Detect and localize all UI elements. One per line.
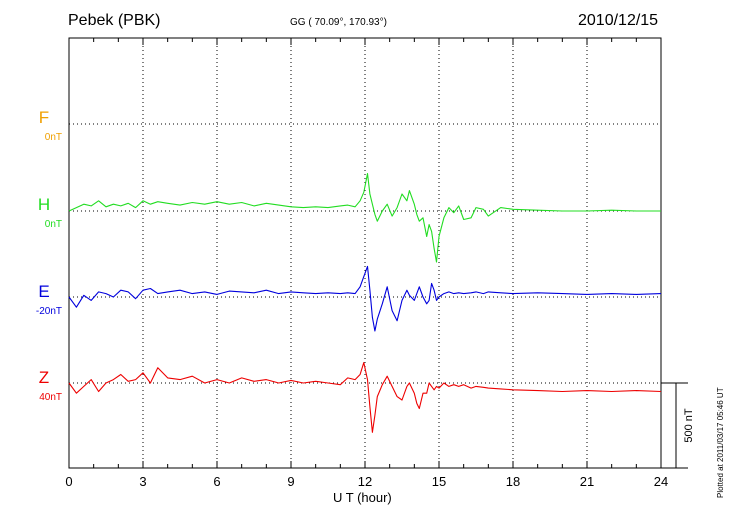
x-tick-label: 21 [580, 474, 594, 489]
x-tick-label: 3 [139, 474, 146, 489]
series-line-e [68, 265, 662, 332]
series-offset-z: 40nT [39, 392, 62, 403]
x-tick-label: 12 [358, 474, 372, 489]
series-line-z [68, 362, 662, 433]
series-line-h [68, 173, 661, 263]
x-tick-label: 24 [654, 474, 668, 489]
series-offset-f: 0nT [44, 132, 62, 143]
series-offset-h: 0nT [44, 219, 62, 230]
series-label-z: Z [38, 368, 50, 387]
series-label-f: F [38, 108, 50, 127]
x-tick-label: 15 [432, 474, 446, 489]
x-axis-label: U T (hour) [333, 490, 392, 505]
series-label-h: H [37, 195, 51, 214]
x-tick-label: 0 [65, 474, 72, 489]
series-offset-e: -20nT [35, 306, 62, 317]
x-tick-label: 6 [213, 474, 220, 489]
plotted-timestamp: Plotted at 2011/03/17 05:46 UT [716, 387, 725, 498]
station-coordinates: GG ( 70.09°, 170.93°) [290, 17, 387, 28]
station-title: Pebek (PBK) [68, 12, 161, 29]
scale-bar-label: 500 nT [683, 408, 695, 443]
x-tick-label: 18 [506, 474, 520, 489]
x-tick-label: 9 [287, 474, 294, 489]
series-label-e: E [38, 282, 50, 301]
chart-date: 2010/12/15 [578, 12, 659, 29]
